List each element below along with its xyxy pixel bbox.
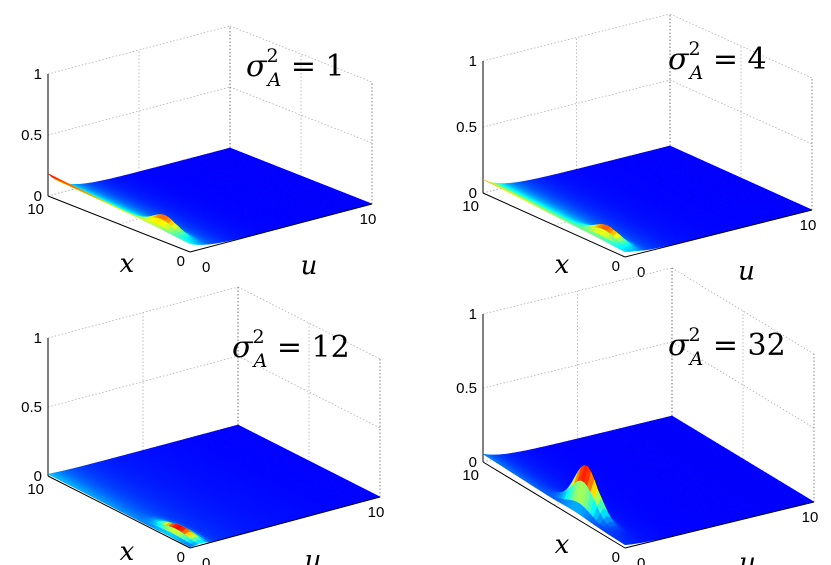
grid-line (229, 86, 373, 144)
title-value: = 1 (281, 49, 344, 84)
z-tick-label: 0.5 (21, 127, 42, 144)
z-tick-label: 1 (34, 66, 42, 83)
title-superscript: 2 (266, 45, 278, 67)
u-axis-label: u (301, 251, 318, 281)
title-symbol: σ (246, 49, 268, 84)
surface-mesh (482, 145, 813, 253)
grid-line (229, 25, 373, 83)
u-tick-label: 0 (202, 259, 210, 276)
x-tick-label: 10 (27, 201, 44, 218)
panel-title: σ2 A = 1 (246, 45, 345, 91)
x-axis-label: x (120, 249, 135, 279)
surface-mesh (47, 147, 373, 245)
u-tick-label: 10 (360, 211, 377, 228)
x-tick-label: 0 (177, 253, 185, 270)
title-subscript: A (266, 69, 282, 91)
